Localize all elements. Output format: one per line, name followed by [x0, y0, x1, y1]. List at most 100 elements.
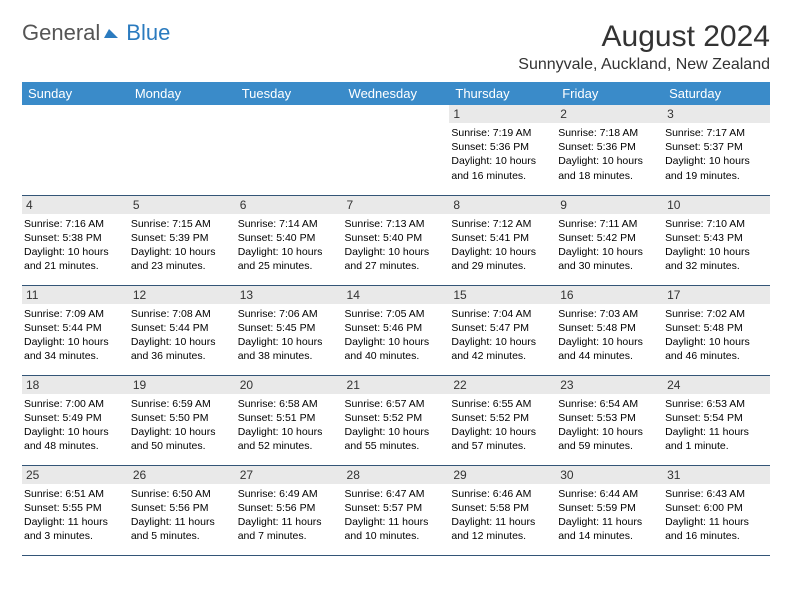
day-number: 6 [236, 196, 343, 214]
day-info: Sunrise: 6:55 AMSunset: 5:52 PMDaylight:… [449, 394, 556, 460]
weekday-header: Saturday [663, 82, 770, 105]
title-block: August 2024 Sunnyvale, Auckland, New Zea… [518, 20, 770, 74]
day-number: 19 [129, 376, 236, 394]
day-number: 5 [129, 196, 236, 214]
day-number: 20 [236, 376, 343, 394]
day-number: 14 [343, 286, 450, 304]
day-number: 2 [556, 105, 663, 123]
day-info: Sunrise: 6:43 AMSunset: 6:00 PMDaylight:… [663, 484, 770, 550]
day-info: Sunrise: 7:19 AMSunset: 5:36 PMDaylight:… [449, 123, 556, 189]
day-number: 29 [449, 466, 556, 484]
calendar-cell: 13Sunrise: 7:06 AMSunset: 5:45 PMDayligh… [236, 285, 343, 375]
day-info: Sunrise: 7:15 AMSunset: 5:39 PMDaylight:… [129, 214, 236, 280]
logo: General Blue [22, 20, 170, 46]
day-number: 7 [343, 196, 450, 214]
calendar-cell: 15Sunrise: 7:04 AMSunset: 5:47 PMDayligh… [449, 285, 556, 375]
calendar-cell: 12Sunrise: 7:08 AMSunset: 5:44 PMDayligh… [129, 285, 236, 375]
calendar-cell: 20Sunrise: 6:58 AMSunset: 5:51 PMDayligh… [236, 375, 343, 465]
weekday-header: Sunday [22, 82, 129, 105]
day-number: 17 [663, 286, 770, 304]
calendar-cell: 8Sunrise: 7:12 AMSunset: 5:41 PMDaylight… [449, 195, 556, 285]
day-number: 13 [236, 286, 343, 304]
day-info: Sunrise: 6:58 AMSunset: 5:51 PMDaylight:… [236, 394, 343, 460]
day-number: 23 [556, 376, 663, 394]
day-number: 22 [449, 376, 556, 394]
day-info: Sunrise: 7:08 AMSunset: 5:44 PMDaylight:… [129, 304, 236, 370]
calendar-cell: 16Sunrise: 7:03 AMSunset: 5:48 PMDayligh… [556, 285, 663, 375]
calendar-cell: 4Sunrise: 7:16 AMSunset: 5:38 PMDaylight… [22, 195, 129, 285]
calendar-cell: 7Sunrise: 7:13 AMSunset: 5:40 PMDaylight… [343, 195, 450, 285]
calendar-cell: 28Sunrise: 6:47 AMSunset: 5:57 PMDayligh… [343, 465, 450, 555]
calendar-cell: 21Sunrise: 6:57 AMSunset: 5:52 PMDayligh… [343, 375, 450, 465]
day-number: 9 [556, 196, 663, 214]
logo-text-blue: Blue [126, 20, 170, 46]
day-info: Sunrise: 6:54 AMSunset: 5:53 PMDaylight:… [556, 394, 663, 460]
calendar-table: Sunday Monday Tuesday Wednesday Thursday… [22, 82, 770, 556]
day-number: 26 [129, 466, 236, 484]
day-number: 27 [236, 466, 343, 484]
calendar-row: 18Sunrise: 7:00 AMSunset: 5:49 PMDayligh… [22, 375, 770, 465]
header: General Blue August 2024 Sunnyvale, Auck… [22, 20, 770, 74]
day-number: 15 [449, 286, 556, 304]
day-info: Sunrise: 7:18 AMSunset: 5:36 PMDaylight:… [556, 123, 663, 189]
calendar-row: 4Sunrise: 7:16 AMSunset: 5:38 PMDaylight… [22, 195, 770, 285]
calendar-body: 1Sunrise: 7:19 AMSunset: 5:36 PMDaylight… [22, 105, 770, 555]
weekday-header-row: Sunday Monday Tuesday Wednesday Thursday… [22, 82, 770, 105]
logo-flag-icon [104, 26, 122, 43]
day-number: 4 [22, 196, 129, 214]
calendar-cell: 31Sunrise: 6:43 AMSunset: 6:00 PMDayligh… [663, 465, 770, 555]
day-info: Sunrise: 7:02 AMSunset: 5:48 PMDaylight:… [663, 304, 770, 370]
calendar-cell: 23Sunrise: 6:54 AMSunset: 5:53 PMDayligh… [556, 375, 663, 465]
day-info: Sunrise: 7:06 AMSunset: 5:45 PMDaylight:… [236, 304, 343, 370]
day-info: Sunrise: 6:49 AMSunset: 5:56 PMDaylight:… [236, 484, 343, 550]
calendar-cell: 1Sunrise: 7:19 AMSunset: 5:36 PMDaylight… [449, 105, 556, 195]
day-number: 1 [449, 105, 556, 123]
day-info: Sunrise: 7:11 AMSunset: 5:42 PMDaylight:… [556, 214, 663, 280]
day-number: 16 [556, 286, 663, 304]
day-number: 31 [663, 466, 770, 484]
calendar-cell: 27Sunrise: 6:49 AMSunset: 5:56 PMDayligh… [236, 465, 343, 555]
calendar-row: 1Sunrise: 7:19 AMSunset: 5:36 PMDaylight… [22, 105, 770, 195]
day-info: Sunrise: 7:17 AMSunset: 5:37 PMDaylight:… [663, 123, 770, 189]
calendar-cell: 2Sunrise: 7:18 AMSunset: 5:36 PMDaylight… [556, 105, 663, 195]
calendar-cell: 18Sunrise: 7:00 AMSunset: 5:49 PMDayligh… [22, 375, 129, 465]
calendar-cell: 17Sunrise: 7:02 AMSunset: 5:48 PMDayligh… [663, 285, 770, 375]
day-info: Sunrise: 6:51 AMSunset: 5:55 PMDaylight:… [22, 484, 129, 550]
month-title: August 2024 [518, 20, 770, 54]
day-number: 25 [22, 466, 129, 484]
calendar-row: 11Sunrise: 7:09 AMSunset: 5:44 PMDayligh… [22, 285, 770, 375]
day-info: Sunrise: 7:04 AMSunset: 5:47 PMDaylight:… [449, 304, 556, 370]
calendar-cell [343, 105, 450, 195]
day-info: Sunrise: 6:57 AMSunset: 5:52 PMDaylight:… [343, 394, 450, 460]
day-info: Sunrise: 7:00 AMSunset: 5:49 PMDaylight:… [22, 394, 129, 460]
calendar-cell: 6Sunrise: 7:14 AMSunset: 5:40 PMDaylight… [236, 195, 343, 285]
day-info: Sunrise: 7:05 AMSunset: 5:46 PMDaylight:… [343, 304, 450, 370]
weekday-header: Friday [556, 82, 663, 105]
calendar-cell: 11Sunrise: 7:09 AMSunset: 5:44 PMDayligh… [22, 285, 129, 375]
weekday-header: Monday [129, 82, 236, 105]
day-number: 11 [22, 286, 129, 304]
day-info: Sunrise: 6:44 AMSunset: 5:59 PMDaylight:… [556, 484, 663, 550]
calendar-cell [236, 105, 343, 195]
weekday-header: Tuesday [236, 82, 343, 105]
day-info: Sunrise: 7:14 AMSunset: 5:40 PMDaylight:… [236, 214, 343, 280]
day-info: Sunrise: 7:09 AMSunset: 5:44 PMDaylight:… [22, 304, 129, 370]
calendar-cell: 5Sunrise: 7:15 AMSunset: 5:39 PMDaylight… [129, 195, 236, 285]
calendar-cell: 25Sunrise: 6:51 AMSunset: 5:55 PMDayligh… [22, 465, 129, 555]
calendar-cell: 3Sunrise: 7:17 AMSunset: 5:37 PMDaylight… [663, 105, 770, 195]
weekday-header: Thursday [449, 82, 556, 105]
day-number: 10 [663, 196, 770, 214]
day-info: Sunrise: 6:46 AMSunset: 5:58 PMDaylight:… [449, 484, 556, 550]
day-info: Sunrise: 7:13 AMSunset: 5:40 PMDaylight:… [343, 214, 450, 280]
calendar-cell [22, 105, 129, 195]
calendar-cell: 30Sunrise: 6:44 AMSunset: 5:59 PMDayligh… [556, 465, 663, 555]
location: Sunnyvale, Auckland, New Zealand [518, 56, 770, 74]
calendar-cell: 24Sunrise: 6:53 AMSunset: 5:54 PMDayligh… [663, 375, 770, 465]
calendar-cell: 26Sunrise: 6:50 AMSunset: 5:56 PMDayligh… [129, 465, 236, 555]
calendar-cell: 29Sunrise: 6:46 AMSunset: 5:58 PMDayligh… [449, 465, 556, 555]
day-info: Sunrise: 6:50 AMSunset: 5:56 PMDaylight:… [129, 484, 236, 550]
day-info: Sunrise: 7:10 AMSunset: 5:43 PMDaylight:… [663, 214, 770, 280]
calendar-cell: 19Sunrise: 6:59 AMSunset: 5:50 PMDayligh… [129, 375, 236, 465]
logo-text-general: General [22, 20, 100, 46]
day-info: Sunrise: 6:53 AMSunset: 5:54 PMDaylight:… [663, 394, 770, 460]
